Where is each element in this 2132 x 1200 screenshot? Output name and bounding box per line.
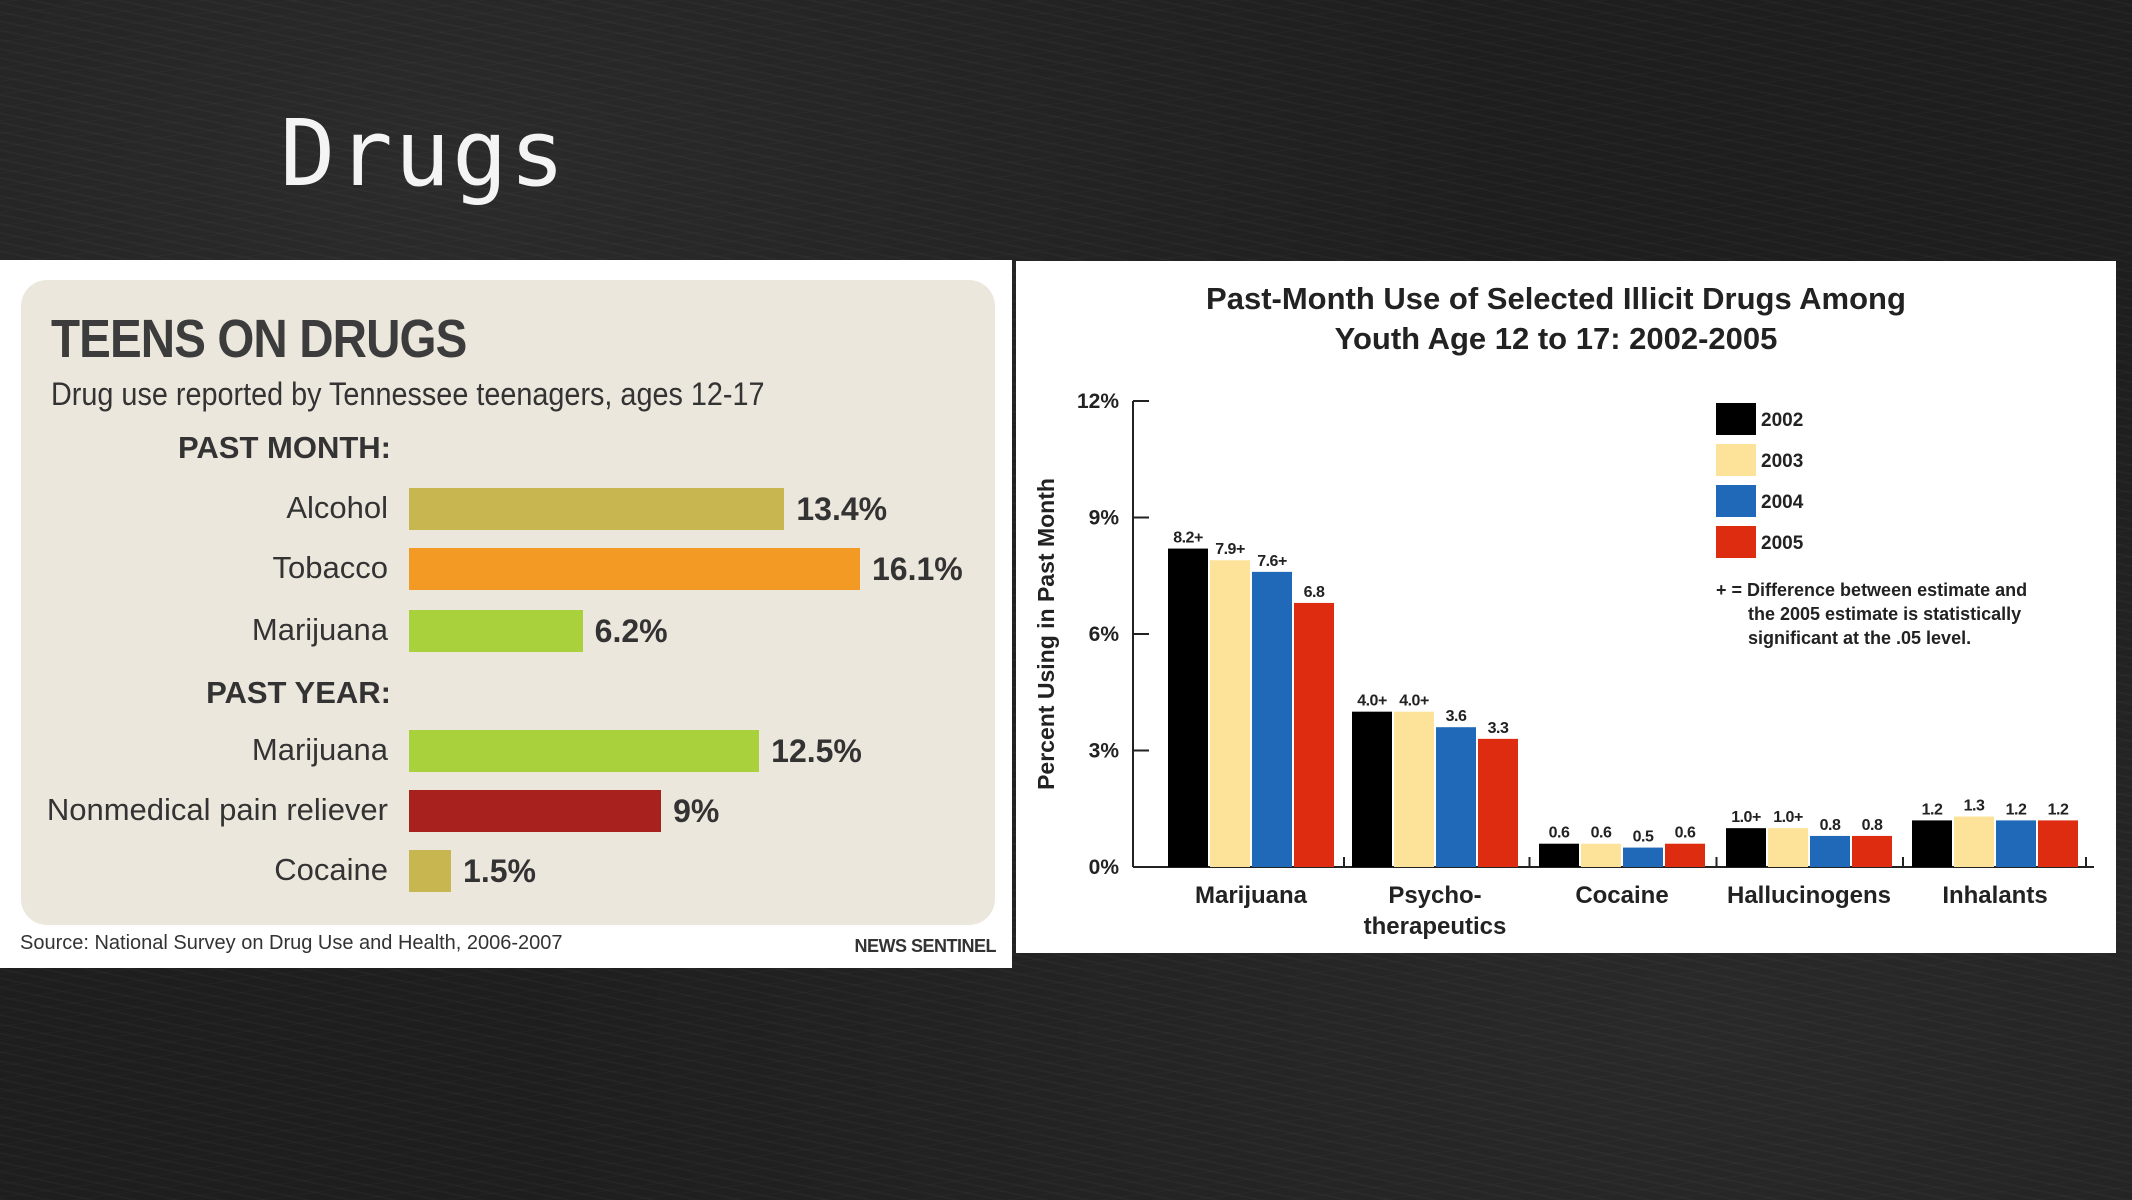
bar-2003 bbox=[1394, 711, 1434, 867]
y-tick-label: 9% bbox=[1089, 507, 1120, 530]
bar-2005 bbox=[1852, 835, 1892, 867]
bar-value-label: 0.6 bbox=[1549, 825, 1570, 842]
significance-note-line: + = Difference between estimate and bbox=[1716, 580, 2027, 600]
bar bbox=[409, 850, 452, 892]
bar bbox=[409, 488, 785, 530]
bar-2005 bbox=[1478, 738, 1518, 867]
y-tick-label: 3% bbox=[1089, 740, 1120, 763]
bar-value-label: 16.1% bbox=[872, 551, 963, 587]
bar-value-label: 7.9+ bbox=[1215, 541, 1245, 558]
infographic-subtitle: Drug use reported by Tennessee teenagers… bbox=[51, 376, 765, 412]
bar-value-label: 8.2+ bbox=[1173, 530, 1203, 547]
bar-2004 bbox=[1810, 835, 1850, 867]
bar-2002 bbox=[1168, 548, 1208, 867]
bar-value-label: 0.6 bbox=[1591, 825, 1612, 842]
significance-note-line: significant at the .05 level. bbox=[1748, 628, 1971, 648]
news-sentinel-logo: NEWS SENTINEL bbox=[854, 936, 996, 956]
legend-swatch-2003 bbox=[1716, 444, 1756, 476]
bar-value-label: 1.3 bbox=[1964, 798, 1985, 815]
bar-value-label: 0.8 bbox=[1820, 817, 1841, 834]
bar-2003 bbox=[1954, 816, 1994, 867]
infographic-card: TEENS ON DRUGS Drug use reported by Tenn… bbox=[21, 280, 995, 925]
bar-2003 bbox=[1210, 560, 1250, 867]
illicit-drugs-bar-chart: Past-Month Use of Selected Illicit Drugs… bbox=[1033, 281, 2094, 940]
section-heading: PAST MONTH: bbox=[178, 430, 391, 465]
legend-label: 2005 bbox=[1761, 533, 1804, 554]
x-category-label: therapeutics bbox=[1364, 913, 1507, 940]
y-tick-label: 6% bbox=[1089, 623, 1120, 646]
bar-value-label: 6.8 bbox=[1304, 584, 1325, 601]
bar-value-label: 9% bbox=[673, 793, 720, 829]
bar-value-label: 3.3 bbox=[1488, 720, 1509, 737]
bar-2004 bbox=[1996, 820, 2036, 867]
bar-label: Alcohol bbox=[286, 490, 388, 525]
bar-label: Nonmedical pain reliever bbox=[46, 792, 388, 827]
legend-label: 2004 bbox=[1761, 492, 1804, 513]
bar bbox=[409, 730, 760, 772]
bar-label: Marijuana bbox=[251, 612, 388, 647]
bar-value-label: 0.6 bbox=[1675, 825, 1696, 842]
bar-2003 bbox=[1581, 843, 1621, 867]
bar-2005 bbox=[1294, 602, 1334, 867]
infographic-title: TEENS ON DRUGS bbox=[51, 309, 467, 369]
x-category-label: Cocaine bbox=[1575, 882, 1668, 909]
y-axis-label: Percent Using in Past Month bbox=[1033, 478, 1059, 790]
bar-value-label: 1.2 bbox=[2006, 801, 2027, 818]
bar-value-label: 1.5% bbox=[463, 853, 536, 889]
x-category-label: Hallucinogens bbox=[1727, 882, 1891, 909]
legend-swatch-2002 bbox=[1716, 403, 1756, 435]
x-category-label: Psycho- bbox=[1388, 882, 1481, 909]
bar bbox=[409, 790, 662, 832]
bar-2004 bbox=[1436, 727, 1476, 867]
bar-2002 bbox=[1539, 843, 1579, 867]
significance-note-line: the 2005 estimate is statistically bbox=[1748, 604, 2021, 624]
bar-value-label: 6.2% bbox=[594, 613, 668, 649]
bar-2002 bbox=[1726, 828, 1766, 867]
chart-title-line: Youth Age 12 to 17: 2002-2005 bbox=[1335, 321, 1778, 356]
bar-2004 bbox=[1623, 847, 1663, 867]
bar-value-label: 0.5 bbox=[1633, 829, 1654, 846]
x-category-label: Inhalants bbox=[1942, 882, 2047, 909]
infographic-source: Source: National Survey on Drug Use and … bbox=[20, 932, 563, 954]
bar bbox=[409, 610, 583, 652]
section-heading: PAST YEAR: bbox=[206, 675, 391, 710]
bar-value-label: 12.5% bbox=[771, 733, 862, 769]
bar-value-label: 1.2 bbox=[2048, 801, 2069, 818]
bar-2002 bbox=[1352, 711, 1392, 867]
bar-value-label: 1.0+ bbox=[1773, 809, 1803, 826]
bar-label: Tobacco bbox=[272, 550, 388, 585]
bar-2003 bbox=[1768, 828, 1808, 867]
legend-label: 2002 bbox=[1761, 410, 1803, 431]
slide-title: Drugs bbox=[280, 100, 567, 207]
bar-label: Cocaine bbox=[274, 852, 388, 887]
bar-value-label: 7.6+ bbox=[1257, 553, 1287, 570]
bar-value-label: 1.2 bbox=[1922, 801, 1943, 818]
bar-value-label: 0.8 bbox=[1862, 817, 1883, 834]
legend-swatch-2004 bbox=[1716, 485, 1756, 517]
x-category-label: Marijuana bbox=[1195, 882, 1308, 909]
bar bbox=[409, 548, 860, 590]
y-tick-label: 12% bbox=[1077, 390, 1119, 413]
bar-value-label: 1.0+ bbox=[1731, 809, 1761, 826]
legend-swatch-2005 bbox=[1716, 526, 1756, 558]
illicit-drugs-chart-panel: Past-Month Use of Selected Illicit Drugs… bbox=[1016, 261, 2116, 953]
chart-title-line: Past-Month Use of Selected Illicit Drugs… bbox=[1206, 281, 1906, 316]
bar-value-label: 4.0+ bbox=[1357, 693, 1387, 710]
bar-2004 bbox=[1252, 571, 1292, 867]
bar-label: Marijuana bbox=[251, 732, 388, 767]
bar-2005 bbox=[2038, 820, 2078, 867]
bar-2002 bbox=[1912, 820, 1952, 867]
bar-value-label: 4.0+ bbox=[1399, 693, 1429, 710]
bar-2005 bbox=[1665, 843, 1705, 867]
bar-value-label: 13.4% bbox=[796, 491, 888, 527]
y-tick-label: 0% bbox=[1089, 856, 1120, 879]
legend-label: 2003 bbox=[1761, 451, 1803, 472]
bar-value-label: 3.6 bbox=[1446, 708, 1467, 725]
teens-on-drugs-infographic: TEENS ON DRUGS Drug use reported by Tenn… bbox=[0, 260, 1012, 968]
